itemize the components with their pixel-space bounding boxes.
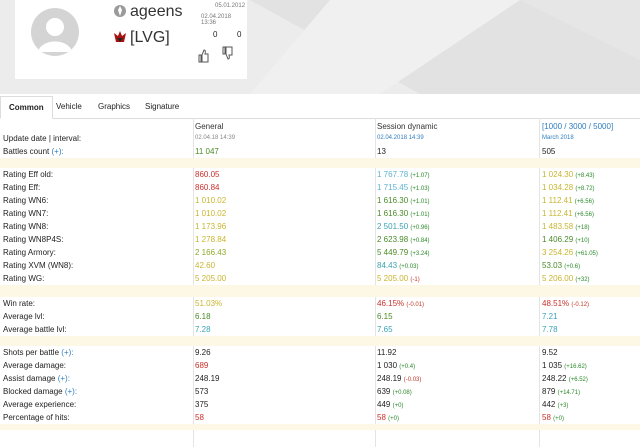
table-row: Assist damage (+): 248.19 248.19 (-0.03)… (3, 374, 588, 383)
table-row: Rating WN8: 1 173.96 2 501.50 (+0.96) 1 … (3, 222, 590, 231)
table-row: Rating Armory: 2 166.43 5 449.79 (+3.24)… (3, 248, 598, 257)
table-row: Average experience: 375 449 (+0) 442 (+3… (3, 400, 569, 409)
registration-date: 05.01.2012 (215, 3, 246, 9)
table-row: Percentage of hits: 58 58 (+0) 58 (+0) (3, 413, 564, 422)
table-row: Rating WN7: 1 010.02 1 616.30 (+1.01) 1 … (3, 209, 594, 218)
table-row: Average battle lvl: 7.28 7.65 7.78 (3, 325, 558, 334)
player-name: ageens (113, 3, 183, 21)
table-row: Rating Eff: 860.84 1 715.45 (+1.03) 1 03… (3, 183, 595, 192)
table-row: Rating WG: 5 205.00 5 205.00 (-1) 5 206.… (3, 274, 590, 283)
clan-tag[interactable]: [LVG] (113, 29, 170, 47)
stats-table: General Session dynamic [1000 / 3000 / 5… (0, 118, 640, 430)
thumbs-up-icon[interactable] (197, 49, 209, 63)
section-separator (0, 158, 640, 168)
table-row: Win rate: 51.03% 46.15% (-0.01) 48.51% (… (3, 299, 590, 308)
profile-header: ageens [LVG] 05.01.2012 02.04.2018 13:36… (0, 0, 640, 94)
table-header-row: General Session dynamic [1000 / 3000 / 5… (0, 118, 640, 132)
avatar (31, 8, 79, 56)
table-row: Average damage: 689 1 030 (+0.4) 1 035 (… (3, 361, 587, 370)
tab-vehicle[interactable]: Vehicle (56, 102, 82, 111)
table-row: Update date | interval: 02.04.18 14:39 0… (3, 134, 574, 143)
last-battle-date: 02.04.2018 13:36 (201, 14, 232, 26)
table-row: Battles count (+): 11 047 13 505 (3, 147, 556, 156)
column-divider (375, 118, 376, 447)
table-row: Rating XVM (WN8): 42.60 84.43 (+0.03) 53… (3, 261, 581, 270)
table-row: Rating Eff old: 860.05 1 767.78 (+1.07) … (3, 170, 595, 179)
thumbs-down-icon[interactable] (221, 46, 233, 60)
section-separator (0, 336, 640, 346)
tab-graphics[interactable]: Graphics (98, 102, 131, 111)
wot-emblem-icon (113, 4, 127, 18)
table-row: Rating WN8P4S: 1 278.84 2 623.98 (+0.84)… (3, 235, 590, 244)
section-separator (0, 285, 640, 297)
table-row: Blocked damage (+): 573 639 (+0.08) 879 … (3, 387, 581, 396)
tab-bar: Common Vehicle Graphics Signature (0, 96, 640, 119)
player-card: ageens [LVG] 05.01.2012 02.04.2018 13:36… (15, 0, 247, 79)
header-session-dynamic: Session dynamic (377, 122, 438, 131)
column-divider (539, 118, 540, 447)
table-row: Rating WN6: 1 010.02 1 616.30 (+1.01) 1 … (3, 196, 594, 205)
header-intervals[interactable]: [1000 / 3000 / 5000] (542, 122, 614, 131)
shots-info-link[interactable]: (+): (61, 348, 74, 357)
clan-emblem-icon (113, 30, 127, 44)
likes-count: 0 (213, 30, 218, 39)
header-background (250, 0, 640, 94)
table-row: Average lvl: 6.18 6.15 7.21 (3, 312, 558, 321)
header-general: General (195, 122, 224, 131)
dislikes-count: 0 (237, 30, 242, 39)
tab-signature[interactable]: Signature (145, 102, 180, 111)
column-divider (193, 118, 194, 447)
battles-info-link[interactable]: (+): (51, 147, 64, 156)
assist-info-link[interactable]: (+): (57, 374, 70, 383)
tab-common[interactable]: Common (0, 96, 53, 119)
table-row: Shots per battle (+): 9.26 11.92 9.52 (3, 348, 558, 357)
blocked-info-link[interactable]: (+): (64, 387, 78, 396)
section-separator (0, 424, 640, 430)
